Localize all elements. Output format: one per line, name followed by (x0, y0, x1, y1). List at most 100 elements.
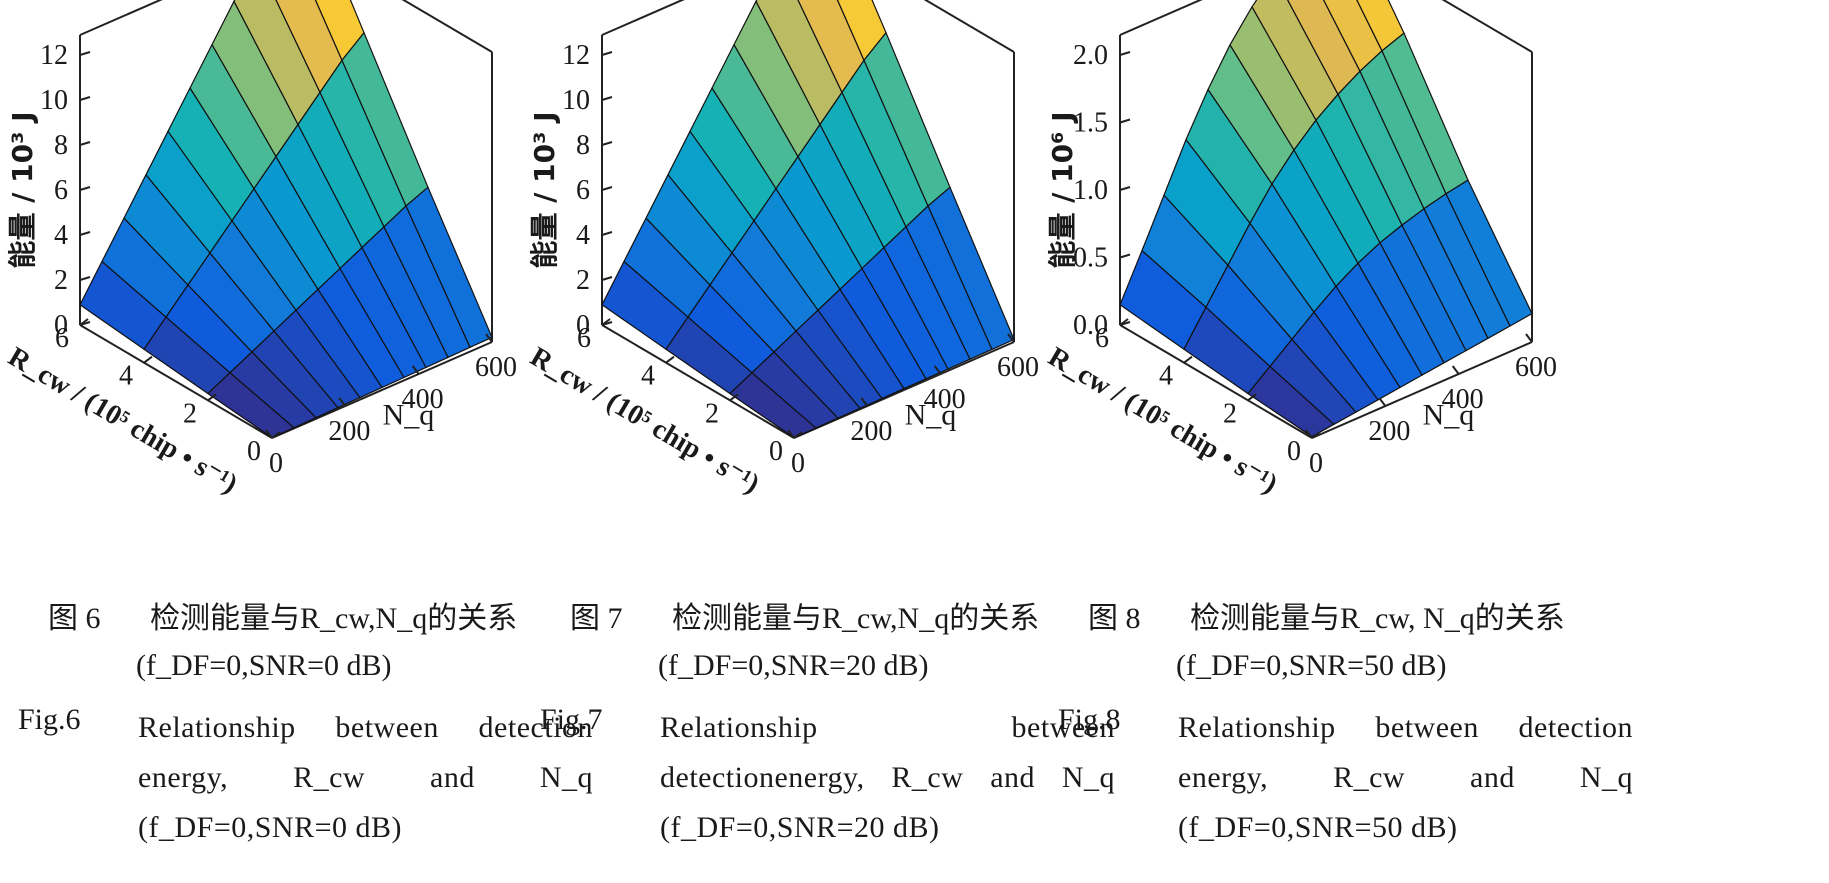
x-tick (860, 397, 869, 407)
x-tick-label: 200 (328, 416, 370, 447)
z-tick-label: 0 (54, 310, 68, 341)
z-tick (79, 96, 91, 101)
y-tick-label: 2 (705, 398, 719, 429)
z-tick-label: 4 (54, 220, 68, 251)
surface-patch (1445, 179, 1533, 327)
x-tick-label: 600 (1515, 352, 1557, 383)
surface-patch (405, 186, 493, 348)
figure-panel-8: 0.0 0.5 1.0 1.5 2.0 0 200 400 600 0 2 4 6 能量 / 10⁶ J N… (1040, 0, 1649, 871)
y-tick-label: 4 (1159, 361, 1173, 392)
surface-plot-6: 0 2 4 6 8 10 12 0 200 400 600 0 2 4 6 能量 / 10³ J N_q R_cw… (0, 0, 609, 575)
y-axis-line (79, 324, 273, 439)
z-tick-label: 12 (562, 40, 590, 71)
y-tick (1311, 431, 1321, 439)
y-tick (729, 393, 739, 402)
x-axis-title: N_q (1423, 398, 1475, 431)
figure-panel-6: 0 2 4 6 8 10 12 0 200 400 600 0 2 4 6 能量 / 10³ J N_q R_cw… (0, 0, 609, 871)
z-tick-label: 2.0 (1073, 40, 1108, 71)
z-axis-title: 能量 / 10⁶ J (1046, 111, 1079, 268)
y-tick-label: 0 (769, 436, 783, 467)
box-top-back-right (401, 0, 493, 53)
z-tick (601, 186, 613, 191)
x-tick (933, 365, 942, 375)
caption-en-number: Fig.8 (1058, 703, 1121, 736)
caption-cn-title: 检测能量与R_cw,N_q的关系 (672, 602, 1040, 635)
y-tick (665, 355, 675, 364)
z-tick-label: 1.5 (1073, 108, 1108, 139)
z-tick-label: 6 (54, 175, 68, 206)
z-tick-label: 8 (576, 130, 590, 161)
box-top-back-left (1119, 0, 1203, 36)
y-axis-line (1119, 324, 1313, 439)
y-tick (1119, 318, 1129, 326)
y-tick (79, 318, 89, 326)
y-tick-label: 6 (577, 323, 591, 354)
x-tick-label: 200 (1368, 416, 1410, 447)
x-tick-label: 600 (997, 352, 1039, 383)
z-tick (79, 186, 91, 191)
y-tick (207, 393, 217, 402)
z-tick (1119, 186, 1131, 191)
x-tick (265, 429, 273, 439)
y-tick (1183, 355, 1193, 364)
figure-caption-7: 图 7 检测能量与R_cw,N_q的关系 (f_DF=0,SNR=20 dB) … (522, 585, 1131, 883)
z-tick (79, 51, 91, 56)
caption-cn-title: 检测能量与R_cw, N_q的关系 (1190, 602, 1565, 635)
x-axis-line (271, 341, 493, 439)
z-tick-label: 8 (54, 130, 68, 161)
surface-patch (927, 186, 1015, 350)
figure-caption-8: 图 8 检测能量与R_cw, N_q的关系 (f_DF=0,SNR=50 dB)… (1040, 585, 1649, 883)
y-tick-label: 2 (183, 398, 197, 429)
caption-cn-number: 图 6 (48, 602, 101, 635)
x-tick (1007, 333, 1015, 343)
surface (1119, 0, 1533, 438)
figure-panel-7: 0 2 4 6 8 10 12 0 200 400 600 0 2 4 6 能量 / 10³ J N_q R_cw… (522, 0, 1131, 871)
box-top-back-right (1441, 0, 1533, 53)
x-tick (1451, 365, 1460, 375)
x-tick-label: 400 (1442, 384, 1484, 415)
caption-cn-condition: (f_DF=0,SNR=20 dB) (658, 649, 929, 682)
z-tick-label: 1.0 (1073, 175, 1108, 206)
z-tick-label: 4 (576, 220, 590, 251)
z-tick-label: 0.5 (1073, 243, 1108, 274)
z-tick (1119, 253, 1131, 259)
y-tick-label: 0 (1287, 436, 1301, 467)
z-tick-label: 10 (562, 85, 590, 116)
z-tick (601, 141, 613, 146)
figure-caption-6: 图 6 检测能量与R_cw,N_q的关系 (f_DF=0,SNR=0 dB) F… (0, 585, 609, 883)
x-tick (787, 429, 795, 439)
tick-labels: 0.0 0.5 1.0 1.5 2.0 0 200 400 600 0 2 4 6 (1073, 40, 1557, 479)
caption-en-text: Relationship between detectionenergy, R_… (660, 711, 1115, 844)
z-tick-label: 12 (40, 40, 68, 71)
caption-cn-condition: (f_DF=0,SNR=50 dB) (1176, 649, 1447, 682)
surface-chart-svg: 0.0 0.5 1.0 1.5 2.0 0 200 400 600 0 2 4 6 能量 / 10⁶ J N… (1043, 0, 1557, 500)
x-tick (1305, 429, 1313, 439)
z-tick-label: 2 (54, 265, 68, 296)
caption-en-text: Relationship between detection energy, R… (138, 711, 593, 844)
z-axis-title: 能量 / 10³ J (6, 111, 39, 268)
z-tick-label: 0 (576, 310, 590, 341)
y-tick (1247, 393, 1257, 402)
axis-box (79, 0, 493, 439)
z-tick (601, 96, 613, 101)
axis-box (1119, 0, 1533, 439)
x-tick-label: 0 (791, 448, 805, 479)
x-tick-label: 400 (924, 384, 966, 415)
caption-cn-number: 图 8 (1088, 602, 1141, 635)
x-axis-line (1311, 341, 1533, 439)
caption-en-number: Fig.7 (540, 703, 603, 736)
z-tick (79, 231, 91, 236)
z-tick (601, 51, 613, 56)
caption-en-text: Relationship between detection energy, R… (1178, 711, 1633, 844)
z-tick-label: 2 (576, 265, 590, 296)
box-top-back-left (601, 0, 685, 36)
z-tick (1119, 51, 1131, 56)
box-top-back-right (923, 0, 1015, 53)
y-tick (601, 318, 611, 326)
z-tick-label: 0.0 (1073, 310, 1108, 341)
x-tick-label: 0 (269, 448, 283, 479)
y-tick-label: 2 (1223, 398, 1237, 429)
z-tick (601, 231, 613, 236)
x-tick (338, 397, 347, 407)
